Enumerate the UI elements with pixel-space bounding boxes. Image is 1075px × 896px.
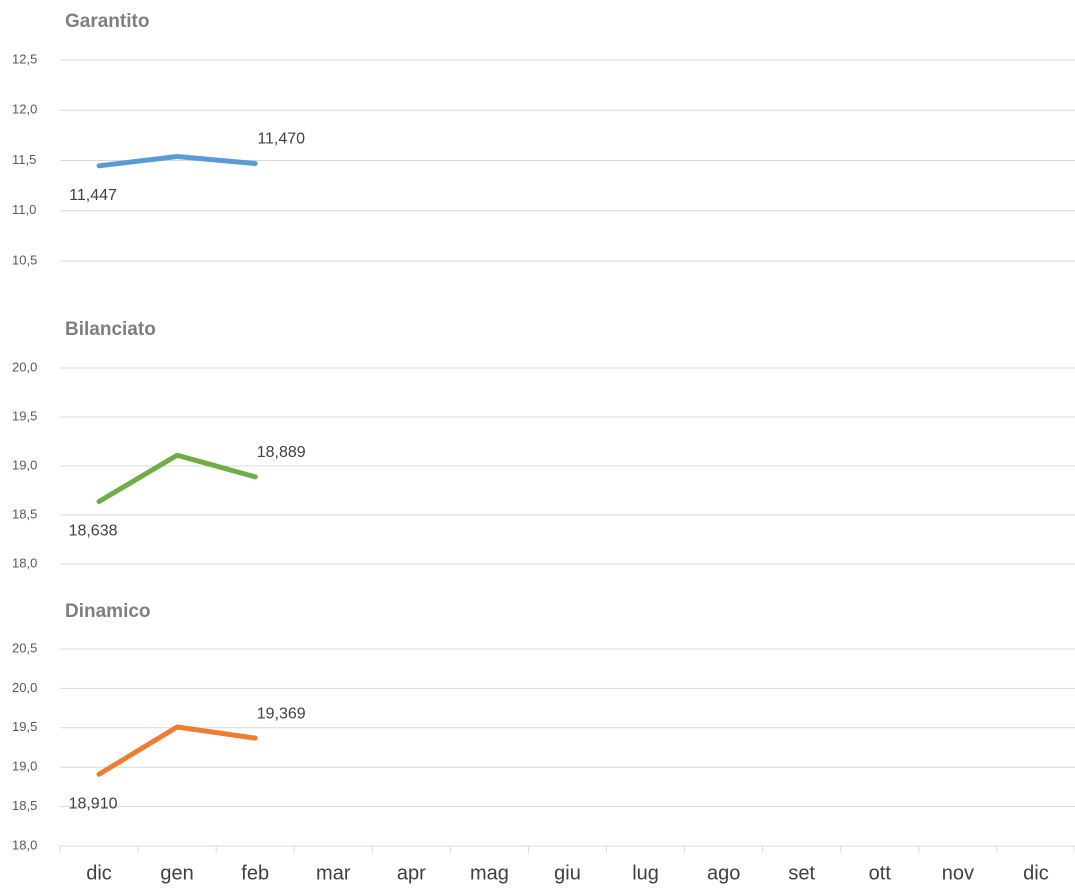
chart-title: Garantito	[65, 11, 149, 32]
chart-title: Dinamico	[65, 601, 151, 622]
y-tick-label: 18,0	[12, 555, 37, 570]
y-tick-label: 18,5	[12, 798, 37, 813]
y-tick-label: 19,0	[12, 759, 37, 774]
y-tick-label: 19,0	[12, 457, 37, 472]
x-tick-label: set	[788, 862, 815, 884]
x-tick-label: gen	[160, 862, 193, 884]
y-tick-label: 12,5	[12, 51, 37, 66]
y-tick-label: 19,5	[12, 408, 37, 423]
chart-title: Bilanciato	[65, 319, 156, 340]
y-tick-label: 18,5	[12, 506, 37, 521]
y-tick-label: 18,0	[12, 837, 37, 852]
x-tick-label: feb	[241, 862, 269, 884]
y-tick-label: 20,5	[12, 640, 37, 655]
x-tick-label: nov	[942, 862, 974, 884]
data-label: 18,910	[69, 796, 118, 813]
data-label: 18,889	[257, 444, 306, 461]
x-tick-label: lug	[632, 862, 659, 884]
x-tick-label: dic	[86, 862, 112, 884]
x-tick-label: mar	[316, 862, 351, 884]
y-tick-label: 11,0	[12, 202, 36, 217]
y-tick-label: 11,5	[12, 152, 36, 167]
data-label: 19,369	[257, 705, 306, 722]
y-tick-label: 20,0	[12, 359, 37, 374]
line	[96, 452, 258, 504]
data-label: 11,447	[69, 187, 117, 204]
y-tick-label: 19,5	[12, 719, 37, 734]
x-tick-label: ago	[707, 862, 740, 884]
x-tick-label: mag	[470, 862, 509, 884]
data-label: 18,638	[69, 523, 118, 540]
x-tick-label: dic	[1023, 862, 1049, 884]
line	[96, 153, 258, 169]
data-label: 11,470	[257, 131, 305, 148]
line	[96, 724, 258, 777]
y-tick-label: 20,0	[12, 680, 37, 695]
y-tick-label: 12,0	[12, 102, 37, 117]
x-tick-label: ott	[869, 862, 892, 884]
x-tick-label: apr	[397, 862, 426, 884]
x-tick-label: giu	[554, 862, 581, 884]
y-tick-label: 10,5	[12, 252, 37, 267]
